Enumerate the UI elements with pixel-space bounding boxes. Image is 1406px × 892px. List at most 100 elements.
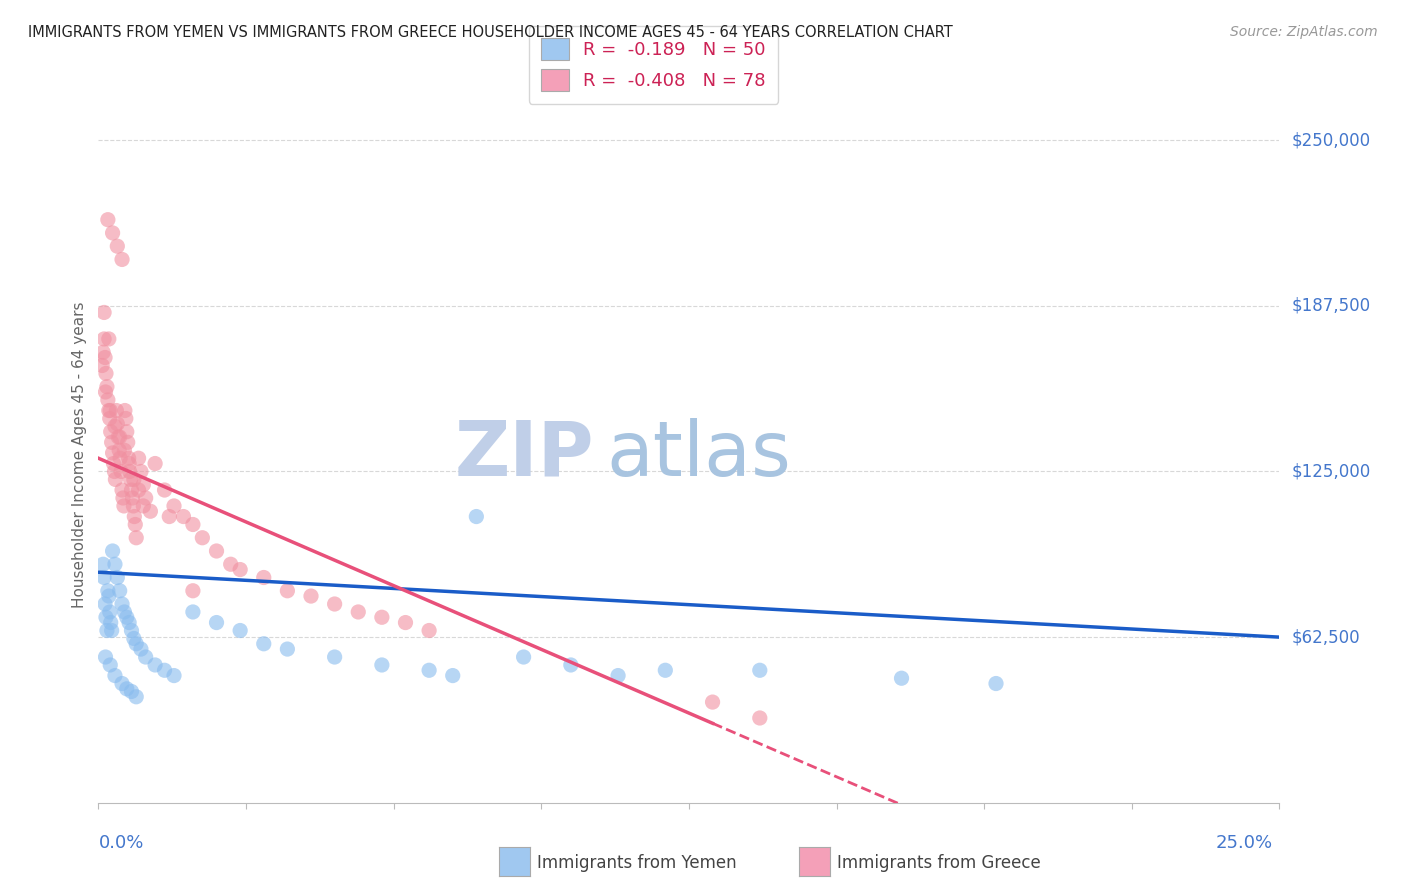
Point (299, 589, 322, 603)
Text: 25.0%: 25.0% (1215, 834, 1272, 852)
Point (97, 583, 120, 598)
Point (104, 472, 127, 486)
Point (172, 509, 194, 524)
Point (229, 563, 252, 577)
Point (118, 451, 141, 466)
Point (108, 451, 131, 466)
Text: $250,000: $250,000 (1291, 131, 1371, 149)
Point (94, 367, 117, 381)
Y-axis label: Householder Income Ages 45 - 64 years: Householder Income Ages 45 - 64 years (72, 301, 87, 608)
Point (120, 472, 142, 486)
Point (153, 483, 176, 497)
Point (253, 637, 276, 651)
Point (97, 589, 120, 603)
Point (205, 615, 228, 630)
Point (93, 305, 115, 319)
Point (100, 624, 122, 638)
Point (94, 610, 117, 624)
Point (702, 695, 724, 709)
Point (97, 392, 120, 407)
Point (181, 605, 204, 619)
Point (143, 657, 166, 672)
Point (94, 650, 117, 665)
Point (135, 491, 157, 505)
Point (371, 610, 394, 624)
Point (105, 417, 128, 431)
Point (97, 332, 120, 346)
Point (984, 676, 1007, 690)
Point (125, 531, 148, 545)
Text: Immigrants from Yemen: Immigrants from Yemen (537, 855, 737, 872)
Point (153, 663, 176, 677)
Point (96, 379, 118, 393)
Text: atlas: atlas (606, 418, 792, 491)
Point (91, 345, 114, 359)
Point (253, 570, 276, 584)
Point (101, 446, 124, 460)
Point (105, 239, 128, 253)
Point (115, 425, 138, 439)
Point (132, 499, 155, 513)
Point (122, 632, 145, 646)
Point (94, 597, 117, 611)
Point (112, 443, 135, 458)
Point (323, 597, 346, 611)
Point (103, 465, 125, 479)
Point (128, 483, 150, 497)
Point (181, 583, 204, 598)
Point (748, 663, 770, 677)
Point (97, 212, 120, 227)
Point (94, 384, 117, 399)
Point (101, 544, 124, 558)
Point (121, 491, 143, 505)
Point (371, 657, 394, 672)
Point (129, 642, 152, 657)
Point (191, 531, 214, 545)
Point (129, 465, 152, 479)
Text: IMMIGRANTS FROM YEMEN VS IMMIGRANTS FROM GREECE HOUSEHOLDER INCOME AGES 45 - 64 : IMMIGRANTS FROM YEMEN VS IMMIGRANTS FROM… (28, 25, 953, 40)
Point (229, 624, 252, 638)
Point (607, 668, 630, 682)
Point (96, 624, 118, 638)
Point (105, 570, 128, 584)
Legend: R =  -0.189   N = 50, R =  -0.408   N = 78: R = -0.189 N = 50, R = -0.408 N = 78 (529, 26, 778, 104)
Point (98, 605, 121, 619)
Point (139, 504, 162, 518)
Point (100, 425, 122, 439)
Point (104, 419, 127, 434)
Point (117, 435, 139, 450)
Point (101, 226, 124, 240)
Point (104, 668, 127, 682)
Point (93, 570, 115, 584)
Point (219, 558, 242, 572)
Point (205, 544, 228, 558)
Point (121, 483, 143, 497)
Point (748, 711, 770, 725)
Point (181, 517, 204, 532)
Point (115, 681, 138, 696)
Point (110, 465, 132, 479)
Point (108, 583, 131, 598)
Point (121, 624, 143, 638)
Point (104, 558, 127, 572)
Point (98, 657, 121, 672)
Point (111, 676, 134, 690)
Text: 0.0%: 0.0% (98, 834, 143, 852)
Text: $125,000: $125,000 (1291, 462, 1371, 481)
Point (125, 690, 148, 704)
Point (103, 457, 125, 471)
Point (157, 509, 180, 524)
Text: Source: ZipAtlas.com: Source: ZipAtlas.com (1230, 25, 1378, 39)
Point (97, 403, 120, 417)
Point (111, 483, 134, 497)
Point (276, 642, 298, 657)
Point (122, 472, 145, 486)
Point (118, 457, 141, 471)
Point (560, 657, 582, 672)
Text: $187,500: $187,500 (1291, 297, 1371, 315)
Point (98, 411, 121, 425)
Point (512, 650, 534, 665)
Point (112, 605, 135, 619)
Point (112, 499, 135, 513)
Point (100, 435, 122, 450)
